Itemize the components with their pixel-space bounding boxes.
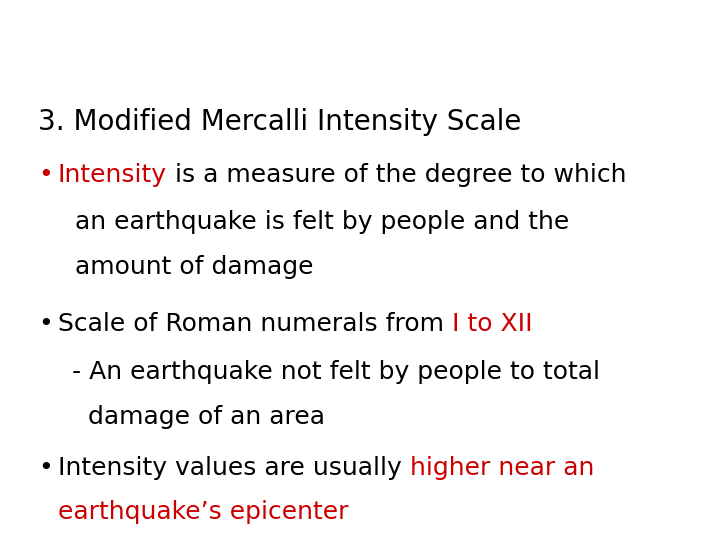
Text: an earthquake is felt by people and the: an earthquake is felt by people and the [75,210,570,234]
Text: 3. Modified Mercalli Intensity Scale: 3. Modified Mercalli Intensity Scale [38,108,521,136]
Text: is a measure of the degree to which: is a measure of the degree to which [167,163,626,187]
Text: •: • [38,163,53,187]
Text: damage of an area: damage of an area [88,405,325,429]
Text: earthquake’s epicenter: earthquake’s epicenter [58,500,348,524]
Text: amount of damage: amount of damage [75,255,313,279]
Text: Intensity: Intensity [58,163,167,187]
Text: I to XII: I to XII [452,312,533,336]
Text: •: • [38,312,53,336]
Text: Intensity values are usually: Intensity values are usually [58,456,410,480]
Text: higher near an: higher near an [410,456,594,480]
Text: - An earthquake not felt by people to total: - An earthquake not felt by people to to… [72,360,600,384]
Text: Scale of Roman numerals from: Scale of Roman numerals from [58,312,452,336]
Text: •: • [38,456,53,480]
